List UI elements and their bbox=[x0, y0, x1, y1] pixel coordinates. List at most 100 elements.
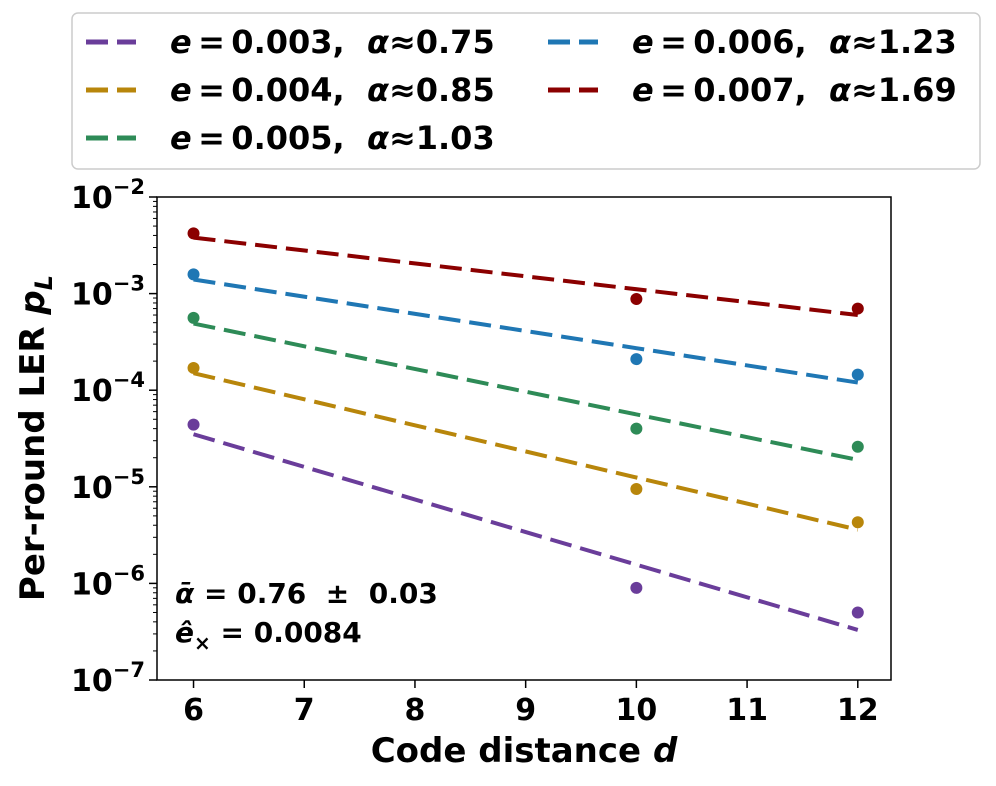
y-tick-base: 10 bbox=[71, 567, 113, 602]
legend-label-part: 0.006 bbox=[693, 23, 794, 61]
y-axis-label: Per-round LER pL bbox=[13, 275, 58, 601]
y-tick-base: 10 bbox=[71, 181, 113, 216]
fit-line-series-2 bbox=[193, 371, 859, 532]
legend-label-part: e bbox=[632, 23, 654, 61]
data-point-series-3-d6 bbox=[187, 311, 200, 324]
y-tick-exponent: −3 bbox=[113, 272, 145, 296]
x-tick-label: 8 bbox=[405, 693, 426, 728]
annotation-alpha-symbol: ᾱ bbox=[175, 577, 195, 610]
legend-label-part: α bbox=[367, 71, 390, 109]
x-axis: 6 7 8 9 10 11 12 bbox=[183, 680, 879, 728]
legend-label-part: 0.004 bbox=[231, 71, 332, 109]
legend-item-series-5: e = 0.007, α≈1.69 bbox=[548, 71, 957, 109]
legend-label-part: 0.007 bbox=[693, 71, 794, 109]
y-tick-label: 10−4 bbox=[71, 368, 145, 409]
legend-label: e = 0.007, α≈1.69 bbox=[632, 71, 957, 109]
y-tick-label: 10−3 bbox=[71, 272, 145, 313]
legend-label-part: 0.003 bbox=[231, 23, 332, 61]
annotation-alpha: ᾱ = 0.76 ± 0.03 bbox=[175, 577, 438, 610]
annotation-crossover-sub: × bbox=[194, 631, 211, 655]
legend-item-series-1: e = 0.003, α≈0.75 bbox=[86, 23, 495, 61]
legend-label-part: e bbox=[170, 71, 192, 109]
annotation-crossover-symbol: ê bbox=[175, 616, 194, 649]
legend-label-part: , bbox=[333, 23, 367, 61]
data-point-series-4-d6 bbox=[187, 268, 200, 281]
y-axis-label-text: Per-round LER bbox=[13, 315, 53, 601]
legend-label-part: 1.69 bbox=[878, 71, 957, 109]
y-axis: 10−210−310−410−510−610−7 bbox=[71, 175, 157, 699]
x-tick-label: 10 bbox=[615, 693, 657, 728]
legend-label-part: 1.23 bbox=[878, 23, 957, 61]
legend-label-part: 0.75 bbox=[416, 23, 495, 61]
legend-item-series-3: e = 0.005, α≈1.03 bbox=[86, 119, 495, 157]
data-point-series-1-d6 bbox=[187, 418, 200, 431]
data-point-series-4-d12 bbox=[851, 368, 864, 381]
annotation-crossover: ê× = 0.0084 bbox=[175, 616, 362, 655]
fit-line-series-1 bbox=[192, 432, 859, 632]
legend-label-part: 0.85 bbox=[416, 71, 495, 109]
fit-lines bbox=[192, 235, 859, 632]
legend-label-part: , bbox=[795, 23, 829, 61]
data-point-series-5-d6 bbox=[187, 227, 200, 240]
data-point-series-5-d12 bbox=[851, 302, 864, 315]
data-point-series-3-d10 bbox=[630, 422, 643, 435]
legend-label-part: , bbox=[795, 71, 829, 109]
x-tick-label: 7 bbox=[294, 693, 315, 728]
legend-label-part: e bbox=[170, 23, 192, 61]
x-axis-label-text: Code distance bbox=[371, 731, 653, 771]
fit-line-series-3 bbox=[193, 321, 859, 462]
legend-label-part: e bbox=[632, 71, 654, 109]
legend-label: e = 0.003, α≈0.75 bbox=[170, 23, 495, 61]
y-tick-label: 10−7 bbox=[71, 658, 145, 699]
legend-label-part: 0.005 bbox=[231, 119, 332, 157]
annotation-crossover-value: = 0.0084 bbox=[211, 616, 362, 649]
legend-label-part: ≈ bbox=[851, 23, 878, 61]
y-tick-base: 10 bbox=[71, 374, 113, 409]
y-tick-label: 10−2 bbox=[71, 175, 145, 216]
legend-label-part: α bbox=[367, 119, 390, 157]
legend-label: e = 0.005, α≈1.03 bbox=[170, 119, 495, 157]
y-tick-label: 10−5 bbox=[71, 465, 145, 506]
x-axis-label: Code distance d bbox=[371, 731, 678, 771]
legend-label-part: ≈ bbox=[851, 71, 878, 109]
y-axis-label-var: p bbox=[13, 290, 53, 315]
y-tick-base: 10 bbox=[71, 278, 113, 313]
legend-label-part: = bbox=[192, 71, 232, 109]
y-tick-base: 10 bbox=[71, 664, 113, 699]
y-tick-exponent: −7 bbox=[113, 658, 145, 682]
x-tick-label: 6 bbox=[183, 693, 204, 728]
data-point-series-5-d10 bbox=[630, 292, 643, 305]
y-tick-exponent: −5 bbox=[113, 465, 145, 489]
legend-label-part: = bbox=[654, 23, 694, 61]
legend-label-part: ≈ bbox=[389, 119, 416, 157]
legend-label-part: e bbox=[170, 119, 192, 157]
legend: e = 0.003, α≈0.75 e = 0.006, α≈1.23e = 0.… bbox=[71, 12, 981, 170]
fit-line-series-5 bbox=[193, 235, 859, 318]
data-point-series-2-d12 bbox=[851, 516, 864, 529]
legend-item-series-4: e = 0.006, α≈1.23 bbox=[548, 23, 957, 61]
legend-frame bbox=[71, 12, 981, 170]
y-tick-base: 10 bbox=[71, 471, 113, 506]
fit-line-series-4 bbox=[193, 277, 859, 385]
y-tick-exponent: −2 bbox=[113, 175, 145, 199]
legend-label: e = 0.004, α≈0.85 bbox=[170, 71, 495, 109]
legend-label-part: α bbox=[367, 23, 390, 61]
y-tick-label: 10−6 bbox=[71, 561, 145, 602]
data-points bbox=[187, 227, 864, 619]
legend-label-part: 1.03 bbox=[416, 119, 495, 157]
legend-label-part: ≈ bbox=[389, 23, 416, 61]
legend-label-part: = bbox=[654, 71, 694, 109]
data-point-series-2-d6 bbox=[187, 361, 200, 374]
x-tick-label: 9 bbox=[515, 693, 536, 728]
annotation-alpha-value: = 0.76 ± 0.03 bbox=[194, 577, 438, 610]
x-axis-label-var: d bbox=[653, 731, 678, 771]
y-tick-exponent: −6 bbox=[113, 561, 145, 585]
legend-entries: e = 0.003, α≈0.75 e = 0.006, α≈1.23e = 0.… bbox=[86, 23, 957, 157]
legend-label-part: , bbox=[333, 71, 367, 109]
data-point-series-1-d12 bbox=[851, 606, 864, 619]
data-point-series-4-d10 bbox=[630, 353, 643, 366]
legend-label-part: = bbox=[192, 23, 232, 61]
plot-area bbox=[156, 196, 892, 681]
legend-item-series-2: e = 0.004, α≈0.85 bbox=[86, 71, 495, 109]
